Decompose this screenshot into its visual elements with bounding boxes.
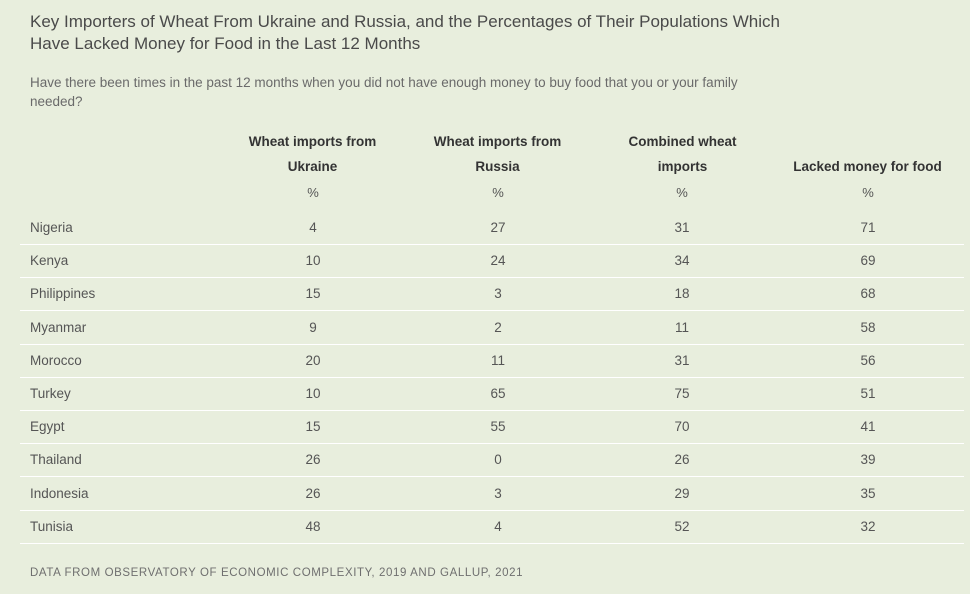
table-cell-value: 26	[674, 452, 690, 468]
column-header-ukraine-line2: Ukraine	[287, 159, 338, 174]
table-cell-value: 48	[305, 518, 321, 534]
column-header-combined: Combined wheat imports	[595, 129, 770, 179]
table-cell-value: 69	[860, 253, 876, 269]
table-cell-value: 3	[494, 485, 502, 501]
table-row: Philippines 15 3 18 68	[20, 278, 964, 312]
column-header-ukraine-line1: Wheat imports from	[248, 134, 377, 149]
table-row: Nigeria 4 27 31 71	[20, 212, 964, 245]
table-row: Indonesia 26 3 29 35	[20, 478, 964, 511]
table-cell-value: 56	[860, 352, 876, 368]
table-row: Turkey 10 65 75 51	[20, 378, 964, 411]
table-cell-value: 9	[309, 319, 317, 335]
table-row: Egypt 15 55 70 41	[20, 411, 964, 445]
table-cell-value: 15	[305, 286, 321, 302]
table-cell-value: 26	[305, 485, 321, 501]
table-cell-value: 27	[490, 220, 506, 235]
unit-label-combined: %	[676, 185, 688, 200]
table-cell-value: 70	[674, 419, 690, 435]
column-header-combined-line2: imports	[657, 159, 708, 174]
table-row: Morocco 20 11 31 56	[20, 345, 964, 378]
table-cell-value: 39	[860, 452, 876, 468]
country-label: Egypt	[30, 419, 65, 435]
table-cell-value: 10	[305, 253, 321, 269]
country-label: Tunisia	[30, 518, 74, 534]
table-row: Tunisia 48 4 52 32	[20, 511, 964, 544]
table-cell-value: 4	[309, 220, 317, 235]
table-cell-value: 20	[305, 352, 321, 368]
table-cell-value: 68	[860, 286, 876, 302]
column-header-ukraine: Wheat imports from Ukraine	[225, 129, 400, 179]
unit-label-lacked-money: %	[862, 185, 874, 200]
table-cell-value: 65	[490, 386, 506, 401]
table-row: Thailand 26 0 26 39	[20, 444, 964, 478]
table-cell-value: 58	[860, 319, 876, 335]
data-source-note: DATA FROM OBSERVATORY OF ECONOMIC COMPLE…	[30, 567, 524, 579]
table-cell-value: 15	[305, 419, 321, 435]
table-cell-value: 51	[860, 386, 876, 401]
unit-label-russia: %	[492, 185, 504, 200]
table-cell-value: 41	[860, 419, 876, 435]
column-header-russia-line1: Wheat imports from	[433, 134, 562, 149]
table-cell-value: 18	[674, 286, 690, 302]
table-cell-value: 32	[860, 518, 876, 534]
table-cell-value: 11	[490, 352, 505, 368]
table-row: Myanmar 9 2 11 58	[20, 312, 964, 345]
table-cell-value: 29	[674, 485, 690, 501]
table-cell-value: 35	[860, 485, 876, 501]
table-cell-value: 11	[674, 319, 689, 335]
table-cell-value: 31	[674, 220, 690, 235]
table-cell-value: 3	[494, 286, 502, 302]
country-label: Morocco	[30, 352, 82, 368]
survey-question: Have there been times in the past 12 mon…	[30, 75, 738, 109]
table-cell-value: 26	[305, 452, 321, 468]
table-cell-value: 34	[674, 253, 690, 269]
country-label: Nigeria	[30, 220, 73, 235]
table-cell-value: 2	[494, 319, 502, 335]
table-cell-value: 71	[860, 220, 876, 235]
country-label: Kenya	[30, 253, 69, 269]
chart-title: Key Importers of Wheat From Ukraine and …	[30, 12, 780, 53]
country-label: Turkey	[30, 386, 71, 401]
table-cell-value: 10	[305, 386, 321, 401]
column-header-combined-line1: Combined wheat	[628, 134, 737, 149]
column-header-russia: Wheat imports from Russia	[410, 129, 585, 179]
column-header-lacked-money-label: Lacked money for food	[793, 159, 942, 174]
table-cell-value: 24	[490, 253, 506, 269]
table-cell-value: 55	[490, 419, 506, 435]
table-row: Kenya 10 24 34 69	[20, 245, 964, 279]
country-label: Myanmar	[30, 319, 87, 335]
country-label: Thailand	[30, 452, 82, 468]
column-header-russia-line2: Russia	[475, 159, 520, 174]
country-label: Philippines	[30, 286, 96, 302]
country-label: Indonesia	[30, 485, 89, 501]
table-cell-value: 75	[674, 386, 690, 401]
table-cell-value: 31	[674, 352, 690, 368]
column-header-lacked-money: Lacked money for food	[775, 154, 960, 179]
unit-label-ukraine: %	[307, 185, 319, 200]
table-cell-value: 52	[674, 518, 690, 534]
table-cell-value: 4	[494, 518, 502, 534]
table-cell-value: 0	[494, 452, 502, 468]
